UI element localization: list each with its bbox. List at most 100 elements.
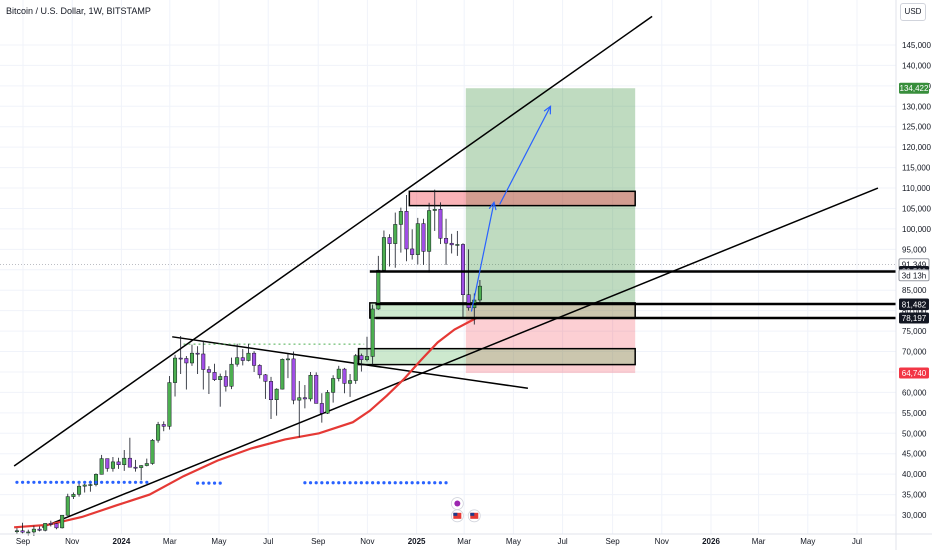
candle-body <box>122 457 127 465</box>
y-tick-label: 110,000 <box>902 184 931 193</box>
signal-dot <box>26 480 30 484</box>
us-flag-icon <box>467 509 481 523</box>
candle-body <box>161 424 166 427</box>
candle-body <box>359 355 364 360</box>
signal-dot <box>410 481 414 485</box>
candle <box>297 380 302 438</box>
y-tick-label: 55,000 <box>902 409 927 418</box>
signal-dot <box>416 481 420 485</box>
y-tick-label: 75,000 <box>902 327 927 336</box>
signal-dot <box>303 481 307 485</box>
candle <box>410 229 415 260</box>
candle <box>178 335 183 374</box>
y-tick-label: 145,000 <box>902 41 931 50</box>
y-tick-label: 40,000 <box>902 470 927 479</box>
candle <box>48 520 53 527</box>
candle-body <box>26 531 31 534</box>
candle <box>291 351 296 405</box>
candle <box>381 230 386 273</box>
candle <box>37 526 42 532</box>
price-label-bg <box>899 299 929 311</box>
candle-body <box>178 357 183 360</box>
candle <box>280 358 285 390</box>
candles-layer <box>14 189 482 536</box>
candle-body <box>257 365 262 376</box>
signal-dot <box>94 480 98 484</box>
x-tick-label: Mar <box>752 537 766 546</box>
candle-body <box>20 530 25 533</box>
x-tick-label: Jul <box>557 537 567 546</box>
signal-dot <box>105 480 109 484</box>
candle-body <box>223 376 228 387</box>
candle-body <box>127 457 132 468</box>
candle <box>252 351 257 372</box>
signal-dot <box>49 480 53 484</box>
candle-body <box>387 237 392 244</box>
y-tick-label: 85,000 <box>902 286 927 295</box>
signal-dot <box>128 480 132 484</box>
candle <box>415 217 420 265</box>
countdown-bg <box>898 269 930 282</box>
candle <box>156 421 161 443</box>
candle <box>269 376 274 419</box>
y-tick-label: 95,000 <box>902 245 927 254</box>
arrowhead-icon <box>488 200 497 211</box>
signal-dot <box>404 481 409 485</box>
price-label: 64,740 <box>899 367 929 379</box>
candle-body <box>77 485 82 495</box>
y-tick-label: 35,000 <box>902 491 927 500</box>
arrow-shaft <box>470 202 495 312</box>
candle-body <box>189 352 194 364</box>
upper-channel-line <box>13 15 653 467</box>
signal-dot <box>201 481 205 485</box>
signal-dot <box>196 481 200 485</box>
lower-support-line <box>42 187 879 528</box>
candle-body <box>201 353 206 370</box>
candle-body <box>252 352 257 366</box>
horizontal-lines-layer <box>369 270 896 320</box>
candle <box>195 346 200 374</box>
signal-dot <box>444 481 448 485</box>
signal-dot <box>54 480 59 484</box>
candle <box>432 189 437 231</box>
signal-dot <box>66 480 70 484</box>
candle <box>235 343 240 367</box>
y-tick-label: 60,000 <box>902 388 927 397</box>
x-tick-label: May <box>211 537 226 546</box>
signal-dot <box>88 480 92 484</box>
projection-arrows-layer <box>470 105 552 312</box>
candle <box>393 212 398 268</box>
signal-dot <box>20 480 25 484</box>
y-tick-label: 130,000 <box>902 102 931 111</box>
candle-body <box>54 523 59 529</box>
candle-body <box>291 358 296 401</box>
signal-dot <box>77 480 81 484</box>
candle <box>206 366 211 395</box>
candle-body <box>466 294 471 309</box>
candle <box>376 255 381 310</box>
candle-body <box>144 463 149 466</box>
candle-body <box>376 269 381 310</box>
candle-body <box>240 357 245 361</box>
candle-body <box>48 523 53 525</box>
zones-layer <box>357 88 636 374</box>
signal-dot <box>433 481 437 485</box>
currency-button[interactable]: USD <box>900 3 926 21</box>
price-label-text: 134,422 <box>900 84 929 93</box>
candle <box>218 373 223 407</box>
signal-dot <box>387 481 392 485</box>
candle-body <box>105 458 110 469</box>
x-tick-label: 2025 <box>408 537 426 546</box>
candle-body <box>308 374 313 400</box>
candle <box>184 356 189 390</box>
price-labels-layer: 134,42291,34989,59081,62781,48278,19764,… <box>898 82 930 379</box>
candle-body <box>404 211 409 250</box>
candle <box>444 218 449 265</box>
x-tick-label: May <box>506 537 521 546</box>
countdown-label: 3d 13h <box>898 269 930 282</box>
time-axis[interactable]: Sep Nov 2024 Mar May Jul Sep Nov 2025 Mar May Jul Se… <box>0 533 932 546</box>
flag-canton <box>470 512 475 516</box>
y-tick-label: 30,000 <box>902 511 927 520</box>
take-profit-zone <box>465 88 636 304</box>
